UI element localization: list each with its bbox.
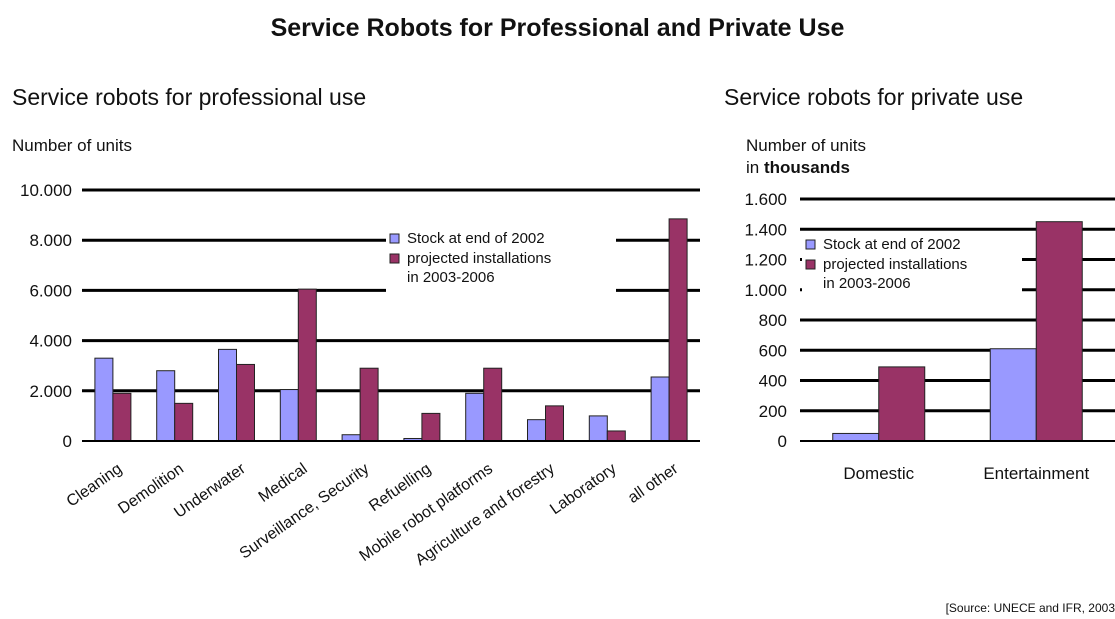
- private-legend-label-stock: Stock at end of 2002: [823, 236, 961, 253]
- private-y-axis-label-line2: in thousands: [746, 157, 866, 179]
- professional-category-label: Laboratory: [547, 460, 619, 518]
- professional-bar: [606, 430, 626, 442]
- private-bar: [1035, 221, 1083, 442]
- professional-category-label: all other: [625, 460, 682, 507]
- professional-legend-swatch-projected: [389, 253, 400, 264]
- private-legend-label-projected-line1: projected installations: [823, 256, 967, 273]
- professional-bar: [668, 218, 688, 442]
- professional-bar: [297, 288, 317, 442]
- private-legend: Stock at end of 2002 projected installati…: [802, 236, 1022, 298]
- private-y-tick-label: 800: [759, 311, 787, 330]
- private-bar: [832, 432, 880, 442]
- private-y-axis-label-bold: thousands: [763, 158, 850, 177]
- private-y-tick-label: 1.400: [744, 220, 787, 239]
- professional-legend-label-projected-line2: in 2003-2006: [407, 269, 495, 286]
- professional-legend-swatch-stock: [389, 233, 400, 244]
- private-legend-label-projected: projected installations in 2003-2006: [823, 256, 967, 292]
- professional-bar: [279, 389, 299, 442]
- private-category-label: Entertainment: [983, 464, 1089, 483]
- private-bar: [878, 366, 926, 442]
- professional-y-tick-label: 4.000: [29, 332, 72, 351]
- professional-legend-label-projected: projected installations in 2003-2006: [407, 250, 551, 286]
- private-y-tick-label: 1.600: [744, 190, 787, 209]
- professional-y-tick-label: 6.000: [29, 281, 72, 300]
- professional-legend: Stock at end of 2002 projected installati…: [386, 230, 616, 292]
- professional-y-tick-label: 10.000: [20, 181, 72, 200]
- professional-legend-label-stock: Stock at end of 2002: [407, 230, 545, 247]
- professional-bar: [650, 376, 670, 442]
- professional-category-label: Medical: [256, 460, 311, 506]
- professional-bar: [421, 412, 441, 442]
- private-y-tick-label: 0: [778, 432, 787, 451]
- professional-bar: [94, 357, 114, 442]
- professional-bar: [112, 392, 132, 442]
- private-y-tick-label: 1.200: [744, 251, 787, 270]
- private-y-tick-label: 200: [759, 402, 787, 421]
- private-chart-title: Service robots for private use: [724, 84, 1024, 110]
- private-legend-background: [802, 236, 1022, 298]
- professional-bar: [483, 367, 503, 442]
- professional-y-tick-label: 2.000: [29, 382, 72, 401]
- private-category-label: Domestic: [843, 464, 914, 483]
- professional-bar: [527, 419, 546, 442]
- private-chart: 0 200 400 600 800 1.000 1.200 1.400 1.600 Domesti…: [744, 190, 1115, 483]
- professional-bar: [588, 415, 608, 442]
- private-legend-swatch-stock: [805, 239, 816, 250]
- private-legend-label-projected-line2: in 2003-2006: [823, 275, 911, 292]
- private-bar: [989, 348, 1037, 442]
- professional-legend-label-projected-line1: projected installations: [407, 250, 551, 267]
- professional-chart-title: Service robots for professional use: [12, 84, 367, 110]
- professional-chart: 02.0004.0006.0008.00010.000CleaningDemol…: [20, 181, 700, 569]
- professional-bar: [218, 348, 237, 442]
- private-y-tick-label: 1.000: [744, 281, 787, 300]
- professional-y-axis-label: Number of units: [12, 136, 132, 155]
- professional-bar: [545, 405, 564, 442]
- professional-legend-background: [386, 230, 616, 292]
- private-y-axis-label-line1: Number of units: [746, 136, 866, 155]
- professional-bar: [465, 392, 485, 442]
- private-y-tick-label: 600: [759, 341, 787, 360]
- professional-y-tick-label: 0: [63, 432, 72, 451]
- private-y-tick-label: 400: [759, 372, 787, 391]
- professional-y-tick-label: 8.000: [29, 231, 72, 250]
- professional-bar: [236, 363, 255, 442]
- source-note: [Source: UNECE and IFR, 2003: [945, 601, 1115, 615]
- professional-bar: [156, 370, 176, 442]
- private-y-axis-label-prefix: in: [746, 158, 764, 177]
- private-legend-swatch-projected: [805, 259, 816, 270]
- professional-bar: [359, 367, 379, 442]
- page-title: Service Robots for Professional and Priv…: [270, 14, 845, 42]
- professional-bar: [174, 402, 194, 442]
- private-y-axis-label: Number of units in thousands: [746, 135, 866, 179]
